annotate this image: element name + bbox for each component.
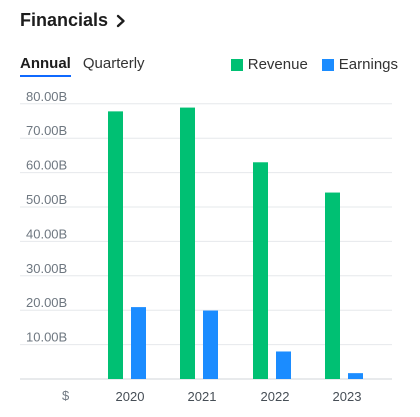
y-tick-label: 30.00B bbox=[26, 261, 67, 276]
x-tick-label: 2022 bbox=[261, 389, 290, 404]
bar-revenue-2020 bbox=[108, 111, 123, 380]
section-title: Financials bbox=[20, 10, 109, 30]
tab-quarterly[interactable]: Quarterly bbox=[82, 55, 145, 72]
y-tick-label: 70.00B bbox=[26, 123, 67, 138]
tab-annual[interactable]: Annual bbox=[20, 55, 71, 77]
chart-legend: Revenue Earnings bbox=[217, 56, 398, 73]
legend-item-revenue: Revenue bbox=[230, 56, 308, 73]
y-tick-label: 40.00B bbox=[26, 226, 67, 241]
bar-revenue-2021 bbox=[180, 107, 195, 380]
y-tick-label: 50.00B bbox=[26, 192, 67, 207]
y-tick-label: 60.00B bbox=[26, 158, 67, 173]
x-tick-label: 2021 bbox=[188, 389, 217, 404]
legend-swatch-revenue bbox=[230, 58, 243, 71]
y-tick-label: 20.00B bbox=[26, 295, 67, 310]
bar-earnings-2020 bbox=[131, 307, 146, 379]
legend-label-revenue: Revenue bbox=[247, 56, 308, 73]
period-tabs: Annual Quarterly bbox=[20, 55, 145, 77]
y-tick-label: 80.00B bbox=[26, 89, 67, 104]
x-tick-label: 2020 bbox=[116, 389, 145, 404]
legend-item-earnings: Earnings bbox=[321, 56, 398, 73]
bar-earnings-2021 bbox=[203, 310, 218, 379]
chevron-right-icon bbox=[116, 14, 125, 27]
bar-revenue-2023 bbox=[325, 192, 340, 379]
bar-revenue-2022 bbox=[253, 162, 268, 379]
y-tick-label: 10.00B bbox=[26, 330, 67, 345]
legend-label-earnings: Earnings bbox=[338, 56, 398, 73]
financials-header[interactable]: Financials bbox=[20, 10, 128, 31]
y-axis-unit-label: $ bbox=[62, 388, 70, 403]
legend-swatch-earnings bbox=[321, 58, 334, 71]
x-tick-label: 2023 bbox=[333, 389, 362, 404]
bar-earnings-2022 bbox=[276, 351, 291, 379]
bar-earnings-2023 bbox=[348, 373, 363, 379]
